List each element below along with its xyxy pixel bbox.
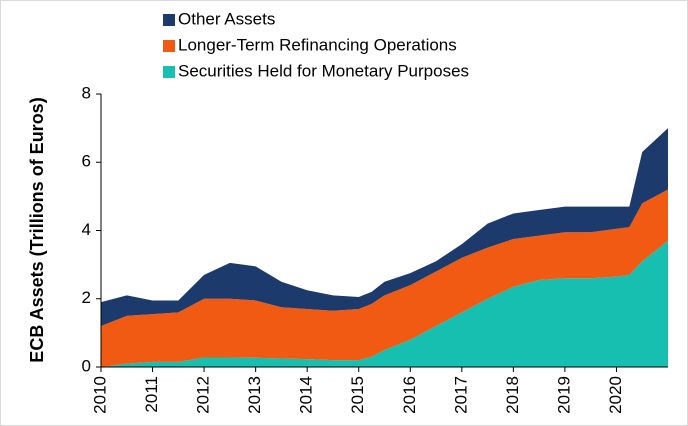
x-tick-label: 2020 [606,376,625,414]
x-tick-label: 2010 [90,376,109,414]
legend-swatch [163,40,175,52]
x-tick-label: 2014 [297,376,316,414]
legend-label: Securities Held for Monetary Purposes [178,61,469,80]
area [101,240,668,367]
x-tick-label: 2018 [503,376,522,414]
y-axis-label: ECB Assets (Trillions of Euros) [27,97,47,362]
y-tick-label: 8 [82,83,91,102]
y-tick-label: 0 [82,356,91,375]
y-tick-label: 4 [82,220,91,239]
y-tick-label: 6 [82,152,91,171]
x-tick-label: 2019 [554,376,573,414]
area [101,128,668,327]
y-tick-label: 2 [82,288,91,307]
x-tick-label: 2012 [194,376,213,414]
x-tick-label: 2016 [400,376,419,414]
legend-label: Longer-Term Refinancing Operations [178,35,457,54]
x-tick-label: 2017 [451,376,470,414]
legend-swatch [163,66,175,78]
x-tick-label: 2013 [245,376,264,414]
x-tick-label: 2015 [348,376,367,414]
x-tick-label: 2011 [142,376,161,413]
legend-swatch [163,14,175,26]
area [101,189,668,367]
legend-label: Other Assets [178,9,275,28]
